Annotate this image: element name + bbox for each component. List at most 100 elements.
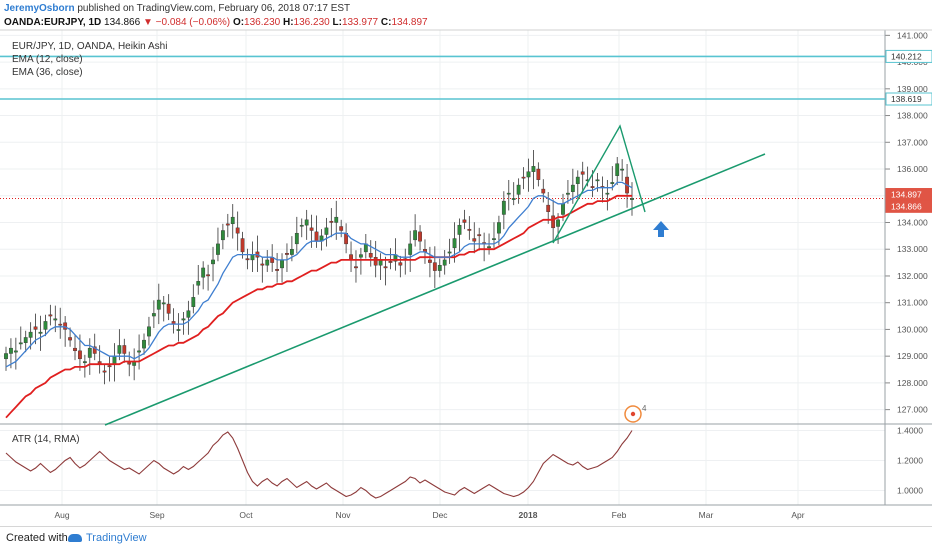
candle-body <box>166 303 171 314</box>
atr-tick-label: 1.4000 <box>897 426 923 436</box>
candle-body <box>156 299 161 310</box>
tradingview-logo[interactable]: TradingView <box>68 532 147 544</box>
candle-body <box>33 326 38 330</box>
candle-body <box>388 261 393 263</box>
candle-body <box>437 265 442 271</box>
candle-body <box>487 246 491 249</box>
candle-body <box>285 253 289 255</box>
candle-body <box>497 222 501 234</box>
candle-body <box>590 186 595 188</box>
atr-tick-label: 1.2000 <box>897 456 923 466</box>
candle-body <box>536 168 541 180</box>
open-value: 136.230 <box>244 17 281 28</box>
ema-slow-line <box>5 194 632 419</box>
trendline <box>104 153 766 426</box>
candle-body <box>147 326 151 337</box>
candle-body <box>314 231 319 242</box>
price-tick-label: 133.000 <box>897 244 928 254</box>
ohlc-line: OANDA:EURJPY, 1D 134.866 ▼ −0.084 (−0.06… <box>4 17 428 28</box>
candle-body <box>265 259 270 266</box>
candle-body <box>561 203 565 215</box>
candle-body <box>245 258 250 261</box>
candle-body <box>467 228 472 231</box>
legend-main[interactable]: EUR/JPY, 1D, OANDA, Heikin Ashi <box>12 41 168 52</box>
tradingview-cloud-icon <box>68 534 82 543</box>
candle-body <box>334 216 339 223</box>
time-tick-label: Apr <box>791 510 804 520</box>
candle-body <box>324 227 329 235</box>
legend-ema-fast[interactable]: EMA (12, close) <box>12 54 83 65</box>
chart-canvas[interactable]: 141.000140.000139.000138.000137.000136.0… <box>0 0 932 526</box>
time-tick-label: Aug <box>54 510 69 520</box>
candle-body <box>541 188 546 194</box>
event-marker-dot <box>630 411 636 417</box>
price-tag-label: 134.866 <box>891 201 922 211</box>
candle-body <box>235 227 240 234</box>
candle-body <box>58 323 63 326</box>
candle-body <box>176 329 181 331</box>
candle-body <box>9 347 13 354</box>
candle-body <box>186 310 191 318</box>
candle-body <box>610 182 615 184</box>
candle-body <box>432 262 437 271</box>
event-marker-count: 4 <box>642 404 647 413</box>
low-label: L: <box>332 17 342 28</box>
candle-body <box>595 179 600 182</box>
candle-body <box>570 184 575 192</box>
candle-body <box>220 230 225 241</box>
price-tick-label: 136.000 <box>897 164 928 174</box>
candle-body <box>447 251 452 254</box>
candle-body <box>531 166 536 172</box>
candle-body <box>4 353 8 360</box>
candle-body <box>38 331 43 334</box>
candle-body <box>225 223 230 226</box>
price-tick-label: 141.000 <box>897 30 928 40</box>
legend-atr[interactable]: ATR (14, RMA) <box>12 434 80 445</box>
time-tick-label: Sep <box>149 510 164 520</box>
price-tick-label: 137.000 <box>897 137 928 147</box>
legend-ema-slow[interactable]: EMA (36, close) <box>12 67 83 78</box>
publish-line: JeremyOsborn published on TradingView.co… <box>4 3 350 14</box>
price-tag-label: 140.212 <box>891 51 922 61</box>
candle-body <box>516 184 521 195</box>
candle-body <box>63 322 68 330</box>
candle-body <box>201 267 206 278</box>
candle-body <box>511 198 516 200</box>
candle-body <box>383 266 388 269</box>
price-tag <box>885 199 932 213</box>
price-tick-label: 139.000 <box>897 84 928 94</box>
price-tick-label: 134.000 <box>897 217 928 227</box>
candle-body <box>191 297 196 307</box>
price-tick-label: 131.000 <box>897 298 928 308</box>
chart-legend: EUR/JPY, 1D, OANDA, Heikin Ashi EMA (12,… <box>12 40 167 79</box>
candle-body <box>442 259 447 266</box>
price-tag-label: 134.897 <box>891 190 922 200</box>
candle-body <box>299 224 304 227</box>
candle-body <box>294 232 299 245</box>
author-link[interactable]: JeremyOsborn <box>4 3 75 14</box>
candle-body <box>309 227 314 231</box>
candle-body <box>575 176 580 184</box>
ema-fast-line <box>5 181 633 368</box>
high-label: H: <box>282 17 294 28</box>
candle-body <box>556 219 560 227</box>
candle-body <box>373 257 378 266</box>
price-tick-label: 128.000 <box>897 378 928 388</box>
price-tick-label: 127.000 <box>897 405 928 415</box>
candle-body <box>275 269 280 271</box>
candle-body <box>398 262 403 266</box>
candle-body <box>82 361 87 364</box>
candle-body <box>216 243 220 255</box>
candle-body <box>452 238 457 249</box>
symbol-label[interactable]: OANDA:EURJPY, 1D <box>4 17 102 28</box>
candle-body <box>428 259 432 263</box>
candle-body <box>230 216 235 225</box>
footer: Created with TradingView <box>0 526 932 551</box>
time-tick-label: Dec <box>432 510 448 520</box>
atr-line <box>5 430 633 499</box>
atr-tick-label: 1.0000 <box>897 486 923 496</box>
candle-body <box>620 168 625 171</box>
pattern-drawing <box>552 124 646 244</box>
candle-body <box>329 220 334 223</box>
candle-body <box>13 350 18 353</box>
